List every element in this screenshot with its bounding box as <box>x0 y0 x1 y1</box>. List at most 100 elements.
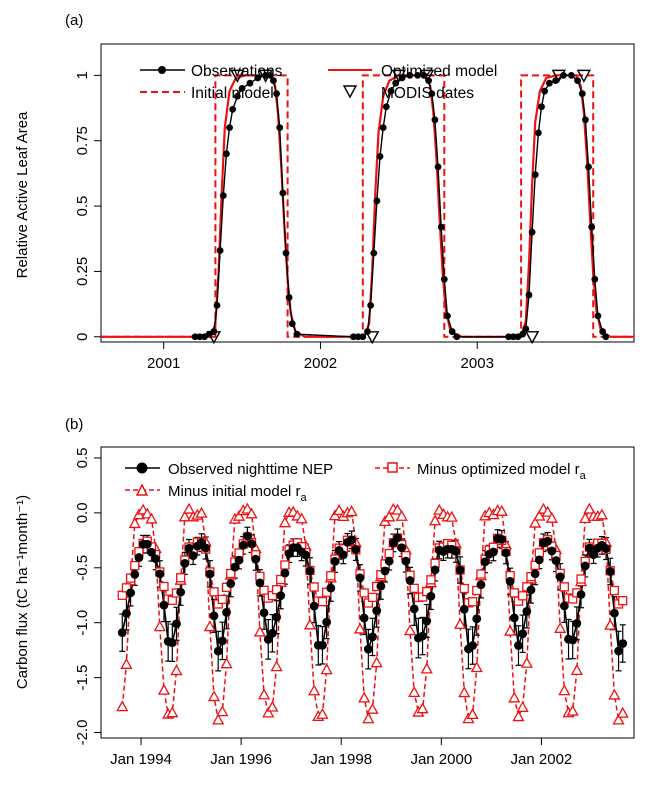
minus-optimized-model-ra-point-106 <box>559 582 570 592</box>
legend-optimized-ra-label: Minus optimized model ra <box>417 461 587 482</box>
observation-point-47 <box>444 312 451 320</box>
observed-nighttime-nep-point-73 <box>422 616 432 626</box>
minus-initial-model-ra-point-9 <box>153 620 166 632</box>
observation-point-45 <box>437 223 445 231</box>
observation-point-51 <box>509 333 517 341</box>
observed-nighttime-nep-point-16 <box>184 543 194 553</box>
observed-nighttime-nep-point-119 <box>614 646 623 656</box>
minus-initial-model-ra-point-12 <box>166 706 179 718</box>
observed-nighttime-nep-point-61 <box>372 606 382 616</box>
minus-initial-model-ra-point-120 <box>616 706 629 718</box>
observed-nighttime-nep-point-64 <box>384 556 394 566</box>
observed-nighttime-nep-point-32 <box>251 554 261 564</box>
minus-initial-model-ra-point-35 <box>262 706 275 718</box>
observation-point-35 <box>387 87 395 95</box>
observed-nighttime-nep-point-31 <box>247 539 256 549</box>
legend-observed-nep-label: Observed nighttime NEP <box>168 461 333 478</box>
observation-point-69 <box>588 223 596 231</box>
y-tick-label--2.0: -2.0 <box>74 720 91 746</box>
minus-initial-model-ra-point-94 <box>508 691 521 703</box>
legend-observed-nep-marker <box>136 462 148 474</box>
minus-optimized-model-ra-point-14 <box>176 573 186 583</box>
observation-point-67 <box>582 116 589 124</box>
observation-point-34 <box>382 103 390 111</box>
observed-nighttime-nep-point-50 <box>326 583 336 593</box>
observed-nighttime-nep-point-59 <box>363 644 373 654</box>
legend-optimized-label: Optimized model <box>381 63 497 80</box>
modis-date-marker-3 <box>365 331 380 345</box>
minus-optimized-model-ra-point-26 <box>226 568 236 579</box>
observed-nighttime-nep-point-66 <box>393 533 402 543</box>
panel-b-legend: Observed nighttime NEP Minus optimized m… <box>125 461 587 504</box>
observed-nighttime-nep-point-6 <box>142 539 152 549</box>
observation-point-26 <box>354 333 362 341</box>
observation-point-29 <box>367 302 375 309</box>
observed-nighttime-nep-point-70 <box>409 604 419 614</box>
minus-initial-model-ra-point-59 <box>362 712 375 724</box>
observed-nighttime-nep-point-98 <box>526 585 536 595</box>
minus-initial-model-ra-point-100 <box>533 509 546 521</box>
minus-initial-model-ra-point-75 <box>428 514 442 526</box>
observation-point-55 <box>525 291 533 299</box>
observed-nighttime-nep-point-38 <box>276 591 286 601</box>
observation-point-42 <box>428 90 436 98</box>
observed-nighttime-nep-point-39 <box>280 568 290 578</box>
minus-initial-model-ra-point-97 <box>520 656 533 668</box>
legend-initial-label: Initial model <box>191 85 274 102</box>
observation-point-24 <box>293 330 301 338</box>
minus-initial-model-ra-point-117 <box>604 618 617 630</box>
minus-initial-model-ra-point-51 <box>328 509 342 521</box>
minus-initial-model-ra-point-22 <box>207 690 221 702</box>
minus-initial-model-ra-point-72 <box>416 702 429 714</box>
minus-initial-model-ra-point-70 <box>408 686 421 698</box>
observed-nighttime-nep-point-2 <box>126 588 136 598</box>
minus-optimized-model-ra-point-24 <box>217 594 228 605</box>
minus-initial-model-ra-point-15 <box>178 510 191 522</box>
observed-nighttime-nep-point-72 <box>418 631 427 641</box>
observation-point-9 <box>226 124 233 132</box>
observation-point-1 <box>196 333 204 341</box>
observation-point-68 <box>585 163 592 171</box>
observed-nighttime-nep-point-15 <box>180 558 190 568</box>
observed-nighttime-nep-point-37 <box>272 612 281 622</box>
y-tick-label--1.0: -1.0 <box>74 610 91 636</box>
minus-optimized-model-ra-point-38 <box>276 574 286 585</box>
observed-nighttime-nep-point-24 <box>217 636 227 646</box>
minus-optimized-model-ra-point-120 <box>618 596 628 606</box>
minus-initial-model-ra-point-64 <box>383 510 396 522</box>
minus-optimized-model-ra-point-0 <box>117 590 127 600</box>
observed-nighttime-nep-point-13 <box>172 619 181 629</box>
observation-point-73 <box>602 333 610 341</box>
observed-nighttime-nep-point-55 <box>347 535 357 545</box>
minus-initial-model-ra-point-23 <box>212 713 225 725</box>
observed-nighttime-nep-point-75 <box>430 565 440 575</box>
minus-initial-model-ra-point-105 <box>554 621 567 633</box>
modis-date-marker-0 <box>206 331 222 345</box>
modis-date-marker-4 <box>391 69 407 83</box>
observed-nighttime-nep-point-102 <box>543 536 553 546</box>
observed-nighttime-nep-point-58 <box>359 613 369 623</box>
minus-optimized-model-ra-point-110 <box>576 574 586 584</box>
observation-point-17 <box>270 77 277 84</box>
minus-initial-model-ra-point-95 <box>512 710 525 722</box>
observation-point-5 <box>213 302 221 309</box>
observed-nighttime-nep-point-110 <box>576 590 586 599</box>
legend-optimized-ra-marker <box>387 462 398 473</box>
minus-initial-model-ra-point-103 <box>545 511 558 523</box>
observed-nighttime-nep-point-92 <box>501 548 511 558</box>
x-tick-label-2001: 2001 <box>147 355 180 372</box>
minus-initial-model-ra-point-28 <box>232 509 246 521</box>
initial-model-line <box>101 74 634 338</box>
observed-nighttime-nep-point-8 <box>151 554 161 564</box>
observation-point-39 <box>414 71 422 79</box>
observed-nighttime-nep-point-0 <box>117 628 127 638</box>
legend-initial-ra-sub: a <box>301 492 308 504</box>
observed-nighttime-nep-point-14 <box>176 587 186 597</box>
observed-nighttime-nep-point-116 <box>601 544 611 553</box>
minus-initial-model-ra-point-82 <box>458 686 471 698</box>
panel-b: (b) Carbon flux (tC ha⁻¹month⁻¹) Jan 199… <box>14 416 635 768</box>
observation-point-36 <box>392 79 400 87</box>
observation-point-14 <box>254 74 262 82</box>
minus-initial-model-ra-point-84 <box>466 708 479 720</box>
observed-nighttime-nep-point-23 <box>213 646 223 656</box>
